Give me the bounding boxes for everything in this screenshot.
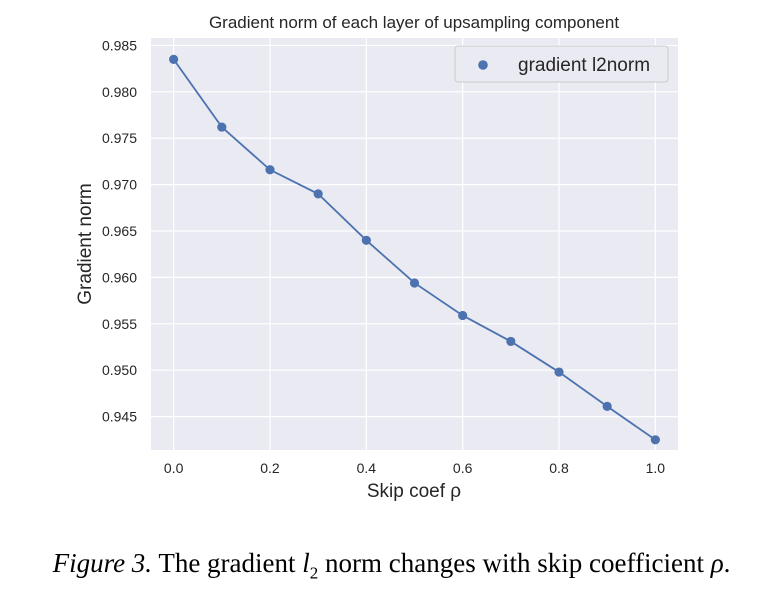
data-point bbox=[313, 189, 323, 199]
data-point bbox=[602, 401, 612, 411]
x-tick-label: 0.6 bbox=[453, 460, 473, 476]
data-point bbox=[265, 165, 275, 175]
caption-subscript: 2 bbox=[309, 563, 319, 583]
x-tick-label: 1.0 bbox=[646, 460, 666, 476]
x-tick-label: 0.0 bbox=[164, 460, 184, 476]
y-tick-label: 0.980 bbox=[102, 84, 137, 100]
y-gridlines bbox=[151, 44, 678, 418]
gradient-norm-chart: 0.0 0.2 0.4 0.6 0.8 1.0 0.9450.9500.9550.9600… bbox=[75, 13, 678, 502]
x-tick-labels: 0.0 0.2 0.4 0.6 0.8 1.0 bbox=[164, 460, 665, 476]
legend-box bbox=[454, 45, 669, 83]
legend-marker bbox=[478, 60, 488, 70]
y-tick-label: 0.950 bbox=[102, 362, 137, 378]
data-point bbox=[169, 54, 179, 64]
chart-title: Gradient norm of each layer of upsamplin… bbox=[209, 13, 619, 32]
data-point bbox=[650, 435, 660, 445]
data-point bbox=[217, 122, 227, 132]
data-point bbox=[361, 235, 371, 245]
data-point bbox=[409, 278, 420, 288]
y-tick-label: 0.975 bbox=[102, 130, 137, 146]
data-point bbox=[458, 310, 468, 321]
data-points bbox=[169, 54, 660, 445]
x-tick-label: 0.8 bbox=[549, 460, 569, 476]
caption-figure-number: Figure 3. bbox=[52, 548, 153, 578]
legend: gradient l2norm bbox=[454, 45, 669, 83]
data-point bbox=[506, 336, 516, 347]
y-tick-label: 0.985 bbox=[102, 37, 137, 53]
x-tick-label: 0.4 bbox=[357, 460, 377, 476]
y-tick-label: 0.955 bbox=[102, 316, 137, 332]
caption-symbol-rho: ρ bbox=[710, 548, 724, 578]
figure-caption: Figure 3. The gradient l2 norm changes w… bbox=[0, 548, 783, 583]
y-tick-label: 0.970 bbox=[102, 177, 137, 193]
x-tick-label: 0.2 bbox=[260, 460, 280, 476]
y-tick-label: 0.960 bbox=[102, 269, 137, 285]
x-axis-label: Skip coef ρ bbox=[367, 481, 461, 502]
legend-label: gradient l2norm bbox=[518, 55, 650, 76]
y-tick-labels: 0.945 0.950 0.955 0.960 0.965 0.970 0.975 0.980… bbox=[102, 37, 137, 424]
caption-text-after: norm changes with skip coefficient bbox=[325, 548, 704, 578]
caption-symbol-l: l bbox=[302, 548, 310, 578]
y-axis-label: Gradient norm bbox=[75, 183, 96, 304]
plot-background bbox=[151, 38, 678, 450]
data-point bbox=[554, 367, 564, 377]
y-tick-label: 0.965 bbox=[102, 223, 137, 239]
caption-end: . bbox=[723, 548, 731, 578]
y-tick-label: 0.945 bbox=[102, 409, 137, 425]
caption-text-before: The gradient bbox=[158, 548, 296, 578]
